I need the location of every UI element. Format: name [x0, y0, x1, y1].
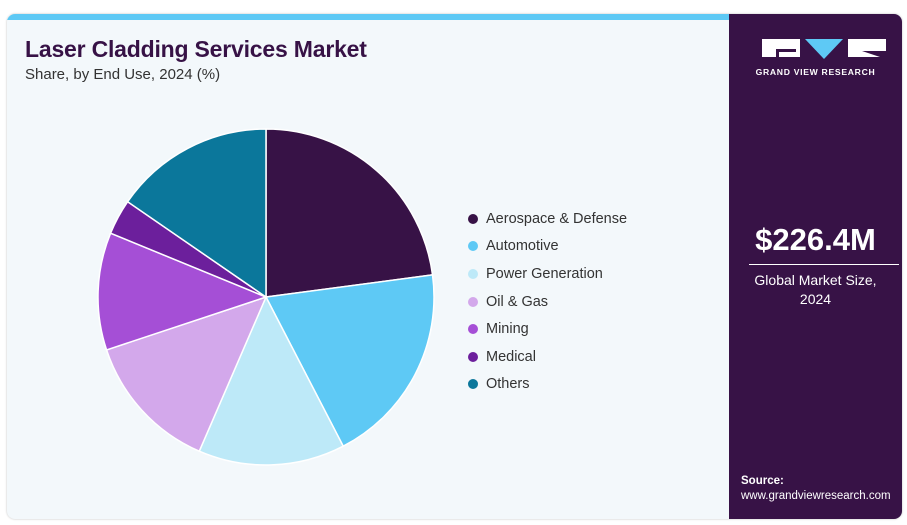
legend-label: Medical — [486, 348, 536, 365]
legend-label: Power Generation — [486, 265, 603, 282]
brand-name: GRAND VIEW RESEARCH — [755, 67, 876, 77]
pie-slice-mining — [97, 232, 269, 351]
chart-card: Laser Cladding Services Market Share, by… — [7, 14, 902, 519]
pie-slice-oil-gas — [105, 295, 268, 453]
legend-swatch-icon — [468, 268, 478, 279]
legend-item: Others — [468, 371, 627, 399]
pie-slice-others — [126, 128, 267, 299]
legend-item: Aerospace & Defense — [468, 205, 627, 233]
legend-item: Power Generation — [468, 260, 627, 288]
pie-slice-automotive — [264, 274, 435, 448]
legend-swatch-icon — [468, 324, 478, 335]
pie-chart — [97, 128, 435, 466]
source-label: Source: — [741, 475, 784, 487]
legend-label: Aerospace & Defense — [486, 210, 628, 227]
sidebar: GRAND VIEW RESEARCH $226.4M Global Marke… — [729, 14, 902, 519]
legend-swatch-icon — [468, 379, 478, 390]
legend-label: Oil & Gas — [486, 293, 549, 310]
chart-title: Laser Cladding Services Market — [25, 36, 367, 62]
source-link[interactable]: www.grandviewresearch.com — [741, 490, 891, 502]
legend-label: Mining — [486, 321, 529, 338]
accent-bar — [7, 14, 729, 20]
legend-item: Medical — [468, 343, 627, 371]
legend-swatch-icon — [468, 296, 478, 307]
pie-slice-power-generation — [198, 295, 345, 466]
legend: Aerospace & Defense Automotive Power Gener… — [468, 205, 627, 398]
legend-swatch-icon — [468, 213, 478, 224]
legend-item: Mining — [468, 315, 627, 343]
legend-swatch-icon — [468, 351, 478, 362]
legend-label: Others — [486, 376, 530, 393]
gvr-logo-icon — [762, 39, 886, 59]
market-size-label: Global Market Size, 2024 — [754, 272, 877, 307]
legend-item: Oil & Gas — [468, 288, 627, 316]
legend-item: Automotive — [468, 233, 627, 261]
divider — [749, 264, 899, 265]
legend-swatch-icon — [468, 241, 478, 252]
chart-subtitle: Share, by End Use, 2024 (%) — [25, 66, 221, 83]
market-size-value: $226.4M — [755, 222, 876, 257]
legend-label: Automotive — [486, 238, 559, 255]
pie-slice-aerospace-defense — [265, 128, 434, 298]
